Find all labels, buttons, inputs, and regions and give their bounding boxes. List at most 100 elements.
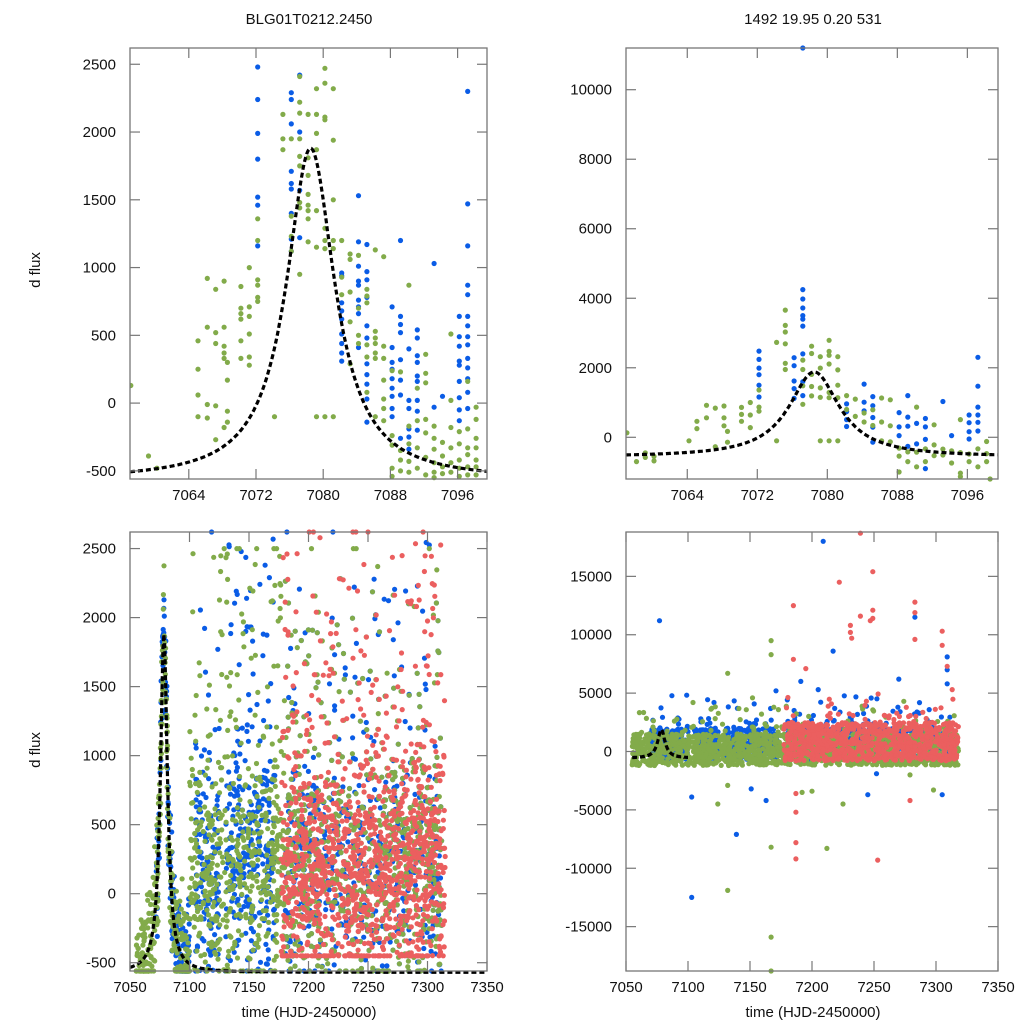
data-point-green (861, 419, 867, 425)
data-point-blue (215, 646, 221, 652)
data-point-red (326, 673, 332, 679)
data-point-green (241, 881, 248, 887)
data-point-blue (465, 389, 471, 395)
data-point-green (148, 901, 154, 908)
data-point-green (195, 366, 201, 372)
data-point-blue (397, 377, 404, 383)
data-point-red (430, 918, 436, 924)
data-point-blue (297, 129, 303, 135)
data-point-green (357, 718, 363, 724)
data-point-blue (265, 698, 271, 704)
data-point-red (315, 928, 321, 934)
data-point-green (273, 931, 279, 937)
data-point-red (412, 541, 419, 547)
data-point-blue (896, 424, 902, 430)
data-point-green (273, 724, 280, 730)
data-point-green (782, 341, 788, 347)
data-point-green (208, 874, 214, 881)
data-point-green (372, 328, 378, 334)
data-point-green (223, 819, 229, 825)
data-point-blue (365, 677, 372, 683)
data-point-red (355, 808, 361, 814)
chart-title: BLG01T0212.2450 (246, 11, 373, 28)
data-point-red (431, 859, 438, 866)
data-point-green (223, 924, 229, 930)
data-point-red (302, 845, 308, 852)
data-point-red (399, 553, 405, 559)
data-point-green (334, 875, 340, 882)
data-point-blue (431, 260, 437, 267)
data-point-green (473, 472, 479, 478)
data-point-blue (397, 330, 404, 336)
data-point-green (844, 393, 850, 399)
data-point-green (835, 382, 841, 388)
data-point-blue (465, 201, 471, 207)
data-point-blue (250, 638, 256, 644)
data-point-green (887, 397, 893, 403)
data-point-red (380, 895, 386, 901)
data-point-green (237, 797, 243, 803)
data-point-green (782, 360, 788, 366)
data-point-blue (255, 96, 261, 103)
data-point-blue (288, 186, 294, 192)
data-point-blue (364, 269, 370, 275)
data-point-green (278, 749, 284, 755)
data-point-red (401, 786, 408, 793)
data-point-green (206, 682, 212, 688)
x-tick-label: 7072 (741, 487, 774, 504)
data-point-green (234, 837, 240, 843)
data-point-blue (242, 758, 248, 764)
data-point-red (342, 766, 348, 772)
data-point-red (340, 776, 346, 782)
data-point-green (147, 961, 153, 967)
data-point-green (212, 849, 218, 855)
data-point-green (347, 319, 353, 325)
data-point-green (305, 111, 311, 117)
data-point-red (336, 881, 342, 887)
data-point-red (398, 804, 404, 810)
data-point-blue (288, 96, 294, 103)
data-point-green (326, 795, 332, 801)
data-point-red (426, 722, 432, 728)
data-point-red (427, 817, 434, 824)
data-point-green (347, 689, 353, 695)
data-point-green (249, 853, 255, 859)
data-point-green (366, 947, 372, 954)
data-point-blue (389, 393, 395, 399)
data-point-green (192, 844, 198, 850)
data-point-green (416, 691, 422, 697)
data-point-green (339, 292, 345, 298)
data-point-red (381, 939, 387, 945)
data-point-blue (456, 378, 462, 384)
data-point-green (213, 286, 219, 292)
data-point-red (292, 821, 298, 827)
data-point-red (343, 874, 349, 880)
data-point-red (312, 948, 318, 954)
data-point-green (297, 271, 303, 277)
data-point-red (304, 942, 310, 948)
data-point-green (284, 934, 290, 940)
data-point-red (307, 717, 313, 723)
data-point-green (415, 725, 421, 731)
data-point-green (905, 459, 911, 465)
data-point-green (835, 438, 841, 444)
data-point-green (401, 922, 407, 928)
data-point-blue (379, 963, 385, 969)
data-point-green (234, 805, 240, 811)
data-point-green (431, 435, 437, 441)
data-point-blue (210, 844, 216, 850)
data-point-green (238, 305, 244, 311)
data-point-green (274, 794, 280, 800)
data-point-green (178, 963, 184, 969)
data-point-red (354, 843, 360, 849)
data-point-green (230, 858, 236, 864)
data-point-red (353, 627, 359, 633)
data-point-red (304, 727, 310, 734)
data-point-red (283, 674, 289, 680)
data-point-green (287, 966, 294, 972)
data-point-green (931, 453, 937, 459)
data-point-red (351, 815, 357, 821)
data-point-green (384, 670, 390, 676)
data-point-green (905, 449, 911, 455)
data-point-blue (791, 363, 797, 369)
